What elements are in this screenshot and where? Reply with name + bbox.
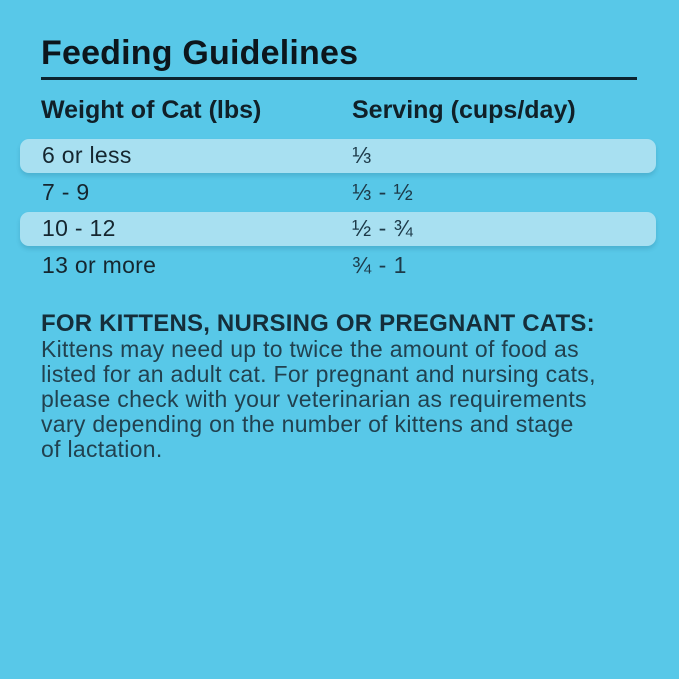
weight-cell: 6 or less xyxy=(42,142,132,168)
serving-cell: ⅓ xyxy=(352,142,372,168)
feeding-table: 6 or less ⅓ 7 - 9 ⅓ - ½ 10 - 12 ½ - ¾ 13… xyxy=(20,136,656,285)
kittens-note-heading: FOR KITTENS, NURSING OR PREGNANT CATS: xyxy=(41,310,595,337)
weight-cell: 13 or more xyxy=(42,251,157,278)
serving-cell: ⅓ - ½ xyxy=(352,178,414,205)
serving-cell: ½ - ¾ xyxy=(352,215,414,241)
table-row: 7 - 9 ⅓ - ½ xyxy=(20,175,656,209)
weight-cell: 7 - 9 xyxy=(42,178,90,205)
note-line: of lactation. xyxy=(41,436,163,462)
page-title: Feeding Guidelines xyxy=(41,34,359,72)
column-header-serving: Serving (cups/day) xyxy=(352,96,576,124)
note-line: vary depending on the number of kittens … xyxy=(41,411,574,437)
column-header-weight: Weight of Cat (lbs) xyxy=(41,96,262,124)
table-row: 10 - 12 ½ - ¾ xyxy=(20,211,656,246)
note-line: listed for an adult cat. For pregnant an… xyxy=(41,361,596,387)
serving-cell: ¾ - 1 xyxy=(352,251,407,278)
weight-cell: 10 - 12 xyxy=(42,215,116,241)
table-row: 13 or more ¾ - 1 xyxy=(20,248,656,282)
kittens-note-body: Kittens may need up to twice the amount … xyxy=(41,337,596,462)
table-row: 6 or less ⅓ xyxy=(20,138,656,173)
note-line: Kittens may need up to twice the amount … xyxy=(41,336,579,362)
note-line: please check with your veterinarian as r… xyxy=(41,386,587,412)
title-underline xyxy=(41,77,637,80)
